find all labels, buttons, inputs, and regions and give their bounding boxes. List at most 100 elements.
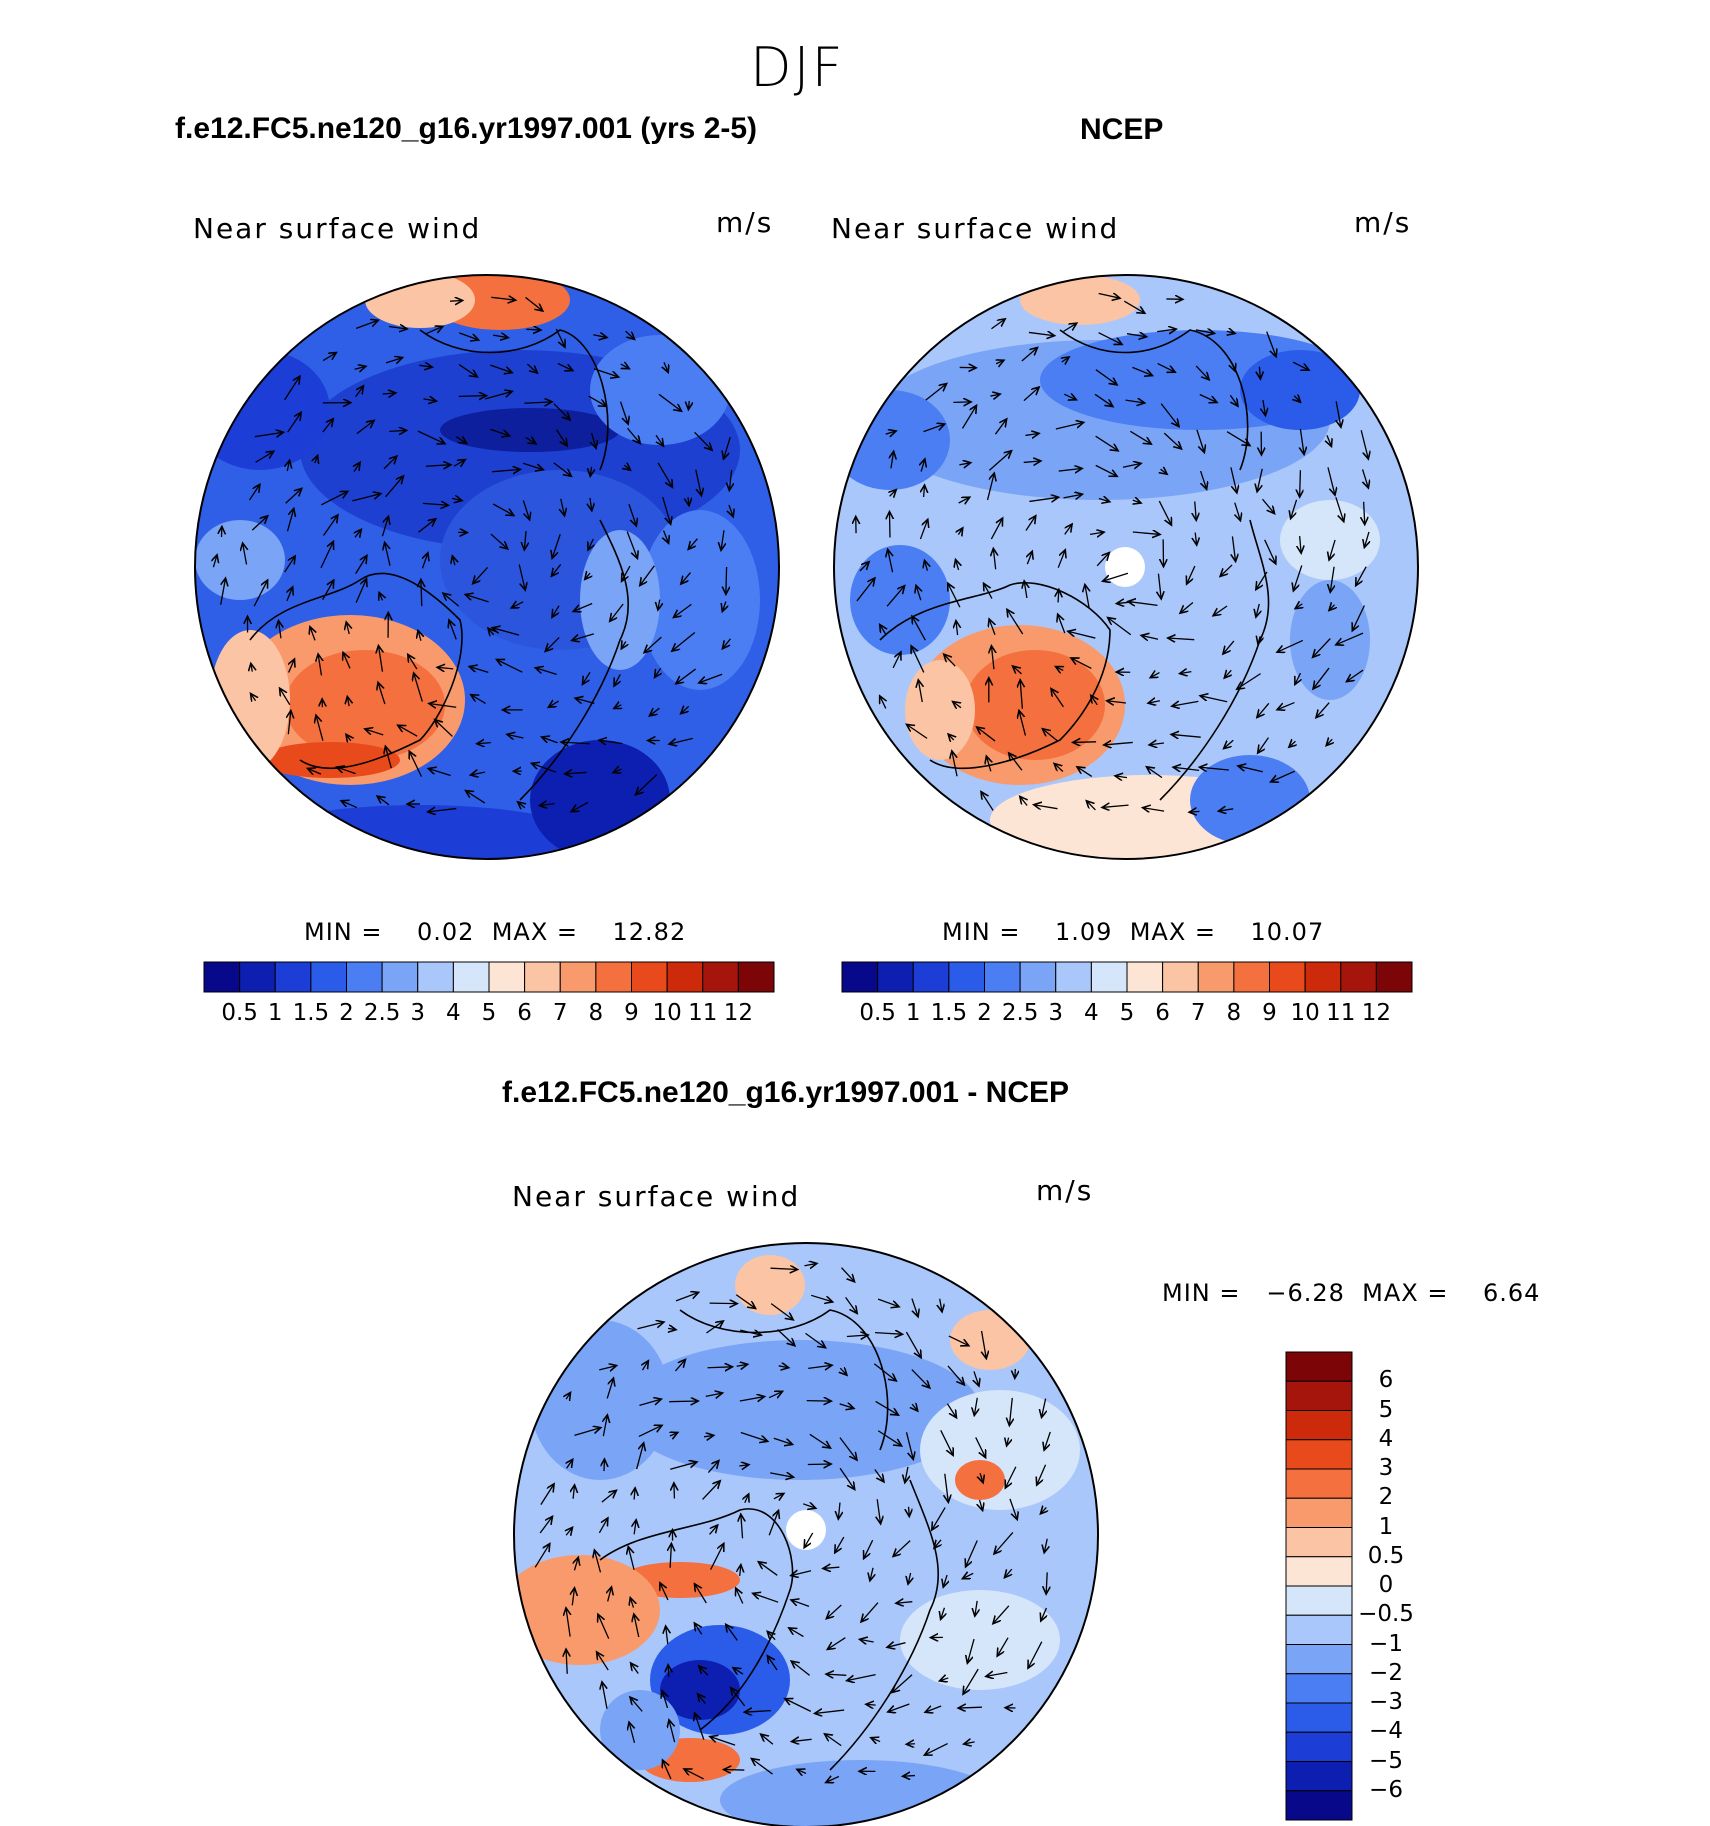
wind-vector [355,386,364,398]
wind-vector [753,1593,779,1603]
wind-vector [630,1598,633,1608]
wind-vector [378,646,382,672]
colorbar-panel1-tick-label: 7 [552,1000,568,1026]
wind-vector [522,462,543,470]
wind-vector [958,497,970,503]
wind-vector [947,1365,964,1385]
wind-vector [561,742,590,744]
wind-vector [808,1365,832,1368]
wind-vector [1143,808,1165,812]
wind-vector [322,580,334,600]
wind-vector [251,663,252,672]
colorbar-panel3-tick-label: 1 [1378,1513,1394,1540]
wind-vector [688,400,689,410]
colorbar-panel2-swatch [912,961,950,993]
wind-vector [382,393,396,394]
wind-vector [726,566,727,594]
wind-vector [695,469,702,496]
wind-vector [695,1713,705,1740]
wind-vector [316,715,324,741]
wind-vector [220,578,226,605]
wind-vector [1068,631,1096,639]
wind-vector [729,504,733,517]
colorbar-panel1-swatch [595,961,632,993]
colorbar-panel1-swatch [631,961,668,993]
wind-vector [1258,737,1269,753]
wind-vector [666,1626,668,1645]
colorbar-panel1-tick-label: 8 [588,1000,604,1026]
wind-vector [688,538,698,550]
wind-vector [886,586,905,607]
wind-vector [839,1467,855,1489]
wind-vector [874,1469,884,1482]
wind-vector [709,1303,738,1304]
colorbar-panel2-tick-label: 1 [905,1000,921,1026]
wind-vector [1063,394,1076,400]
colorbar-panel3-tick-label: −2 [1369,1659,1403,1686]
wind-vector [534,1544,550,1568]
wind-vector [698,1694,706,1704]
wind-vector [557,362,573,371]
wind-vector [905,1432,913,1459]
wind-vector [251,516,267,531]
wind-vector [485,391,512,400]
wind-vector [1040,1507,1046,1513]
wind-vector [421,579,422,607]
wind-vector [1122,463,1141,467]
wind-vector [736,1588,744,1604]
wind-vector [492,503,514,515]
wind-vector [473,567,489,583]
wind-vector [1023,461,1041,463]
wind-vector [668,1328,676,1329]
wind-vector [702,1481,721,1500]
colorbar-panel2-tick-label: 2 [977,1000,992,1026]
wind-vector [1086,801,1096,811]
wind-vector [599,1366,616,1370]
wind-vector [636,1443,644,1470]
wind-vector [522,500,529,519]
wind-vector [518,564,525,591]
wind-vector [967,1638,975,1663]
colorbar-panel2-swatch [1233,961,1270,993]
wind-vector [437,667,454,669]
wind-vector [1085,584,1089,608]
wind-vector [739,1397,765,1401]
wind-vector [639,1399,661,1406]
wind-vector [758,1562,778,1576]
wind-vector [984,583,993,599]
wind-vector [669,737,693,744]
wind-vector [1027,551,1032,565]
wind-vector [1034,805,1058,809]
wind-vector [1329,605,1335,611]
wind-vector [355,529,361,537]
wind-vector [588,395,607,406]
wind-vector [726,1624,738,1641]
wind-vector [699,1666,709,1676]
colorbar-panel3-swatch [1285,1702,1353,1733]
colorbar-panel3-swatch [1285,1380,1353,1411]
wind-vector [417,430,445,444]
wind-vector [994,419,1006,435]
panel3-left-label: Near surface wind [512,1180,801,1213]
wind-vector [251,693,256,700]
wind-vector [1058,589,1059,603]
colorbar-panel3-swatch [1285,1585,1353,1616]
wind-vector [1227,331,1235,333]
wind-vector [923,424,945,433]
wind-vector [287,412,302,433]
colorbar-panel1-tick-label: 2 [339,1000,354,1026]
wind-vector [838,1502,840,1520]
wind-vector [1223,640,1235,654]
wind-vector [934,1539,941,1548]
colorbar-panel1-swatch [203,961,241,993]
wind-vector [893,1540,911,1557]
colorbar-panel1-swatch [417,961,454,993]
wind-vectors [213,294,1369,1783]
wind-vector [443,593,460,607]
wind-vector [657,462,672,487]
wind-vector [924,485,925,498]
wind-vector [919,519,927,540]
wind-vector [694,1623,701,1635]
wind-vector [640,565,655,586]
